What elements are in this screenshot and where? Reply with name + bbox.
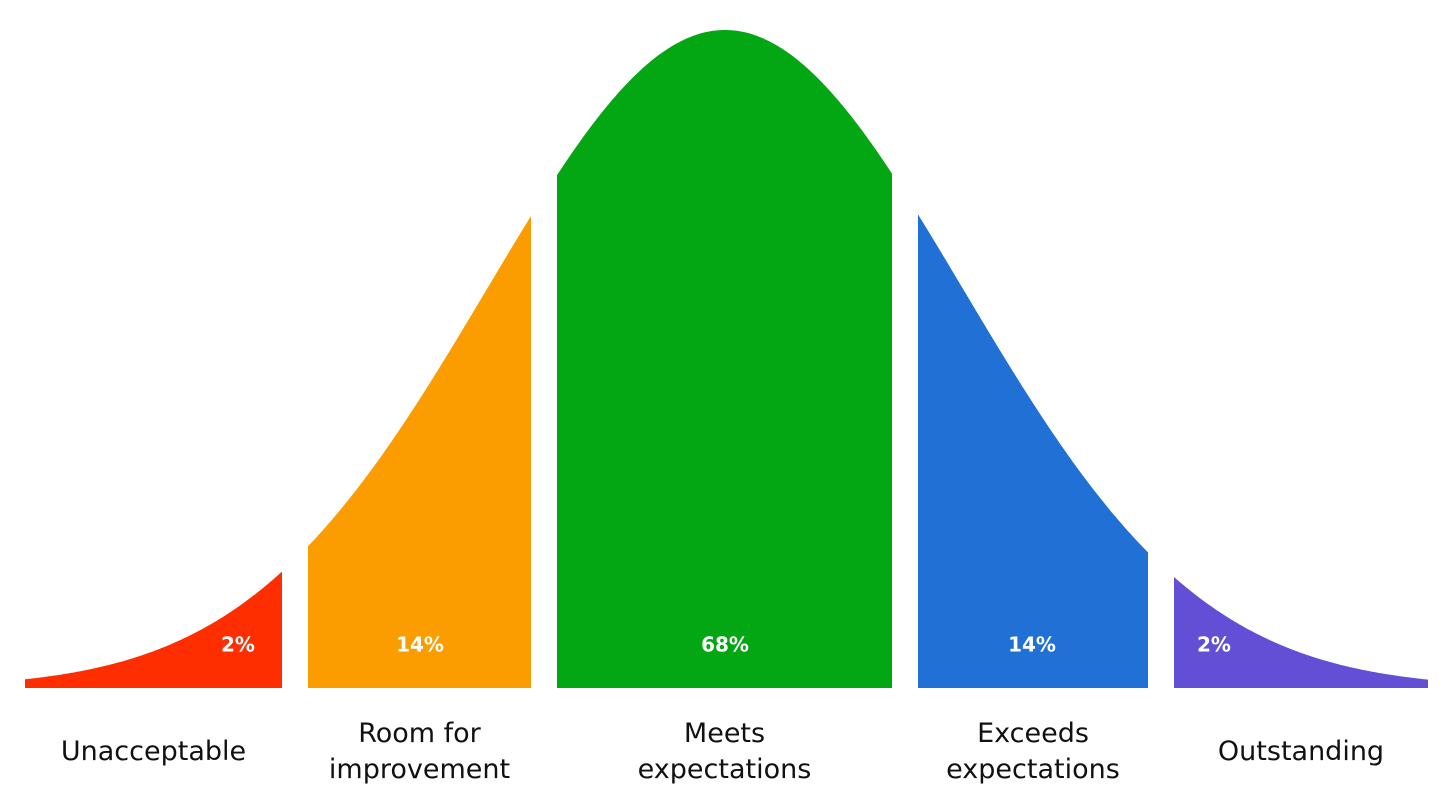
category-label: Unacceptable (60, 736, 247, 767)
value-label: 68% (701, 633, 749, 657)
segment (557, 30, 892, 688)
category-label: Exceeds expectations (946, 718, 1120, 785)
category-label: Room for improvement (328, 718, 511, 785)
category-label: Meets expectations (637, 718, 812, 785)
segment (1174, 577, 1428, 688)
value-label: 14% (396, 633, 444, 657)
segment (25, 571, 282, 688)
value-label: 2% (1197, 633, 1231, 657)
segment (308, 216, 531, 688)
value-label: 14% (1008, 633, 1056, 657)
category-label: Outstanding (1217, 736, 1385, 767)
segment (918, 214, 1148, 688)
value-label: 2% (221, 633, 255, 657)
